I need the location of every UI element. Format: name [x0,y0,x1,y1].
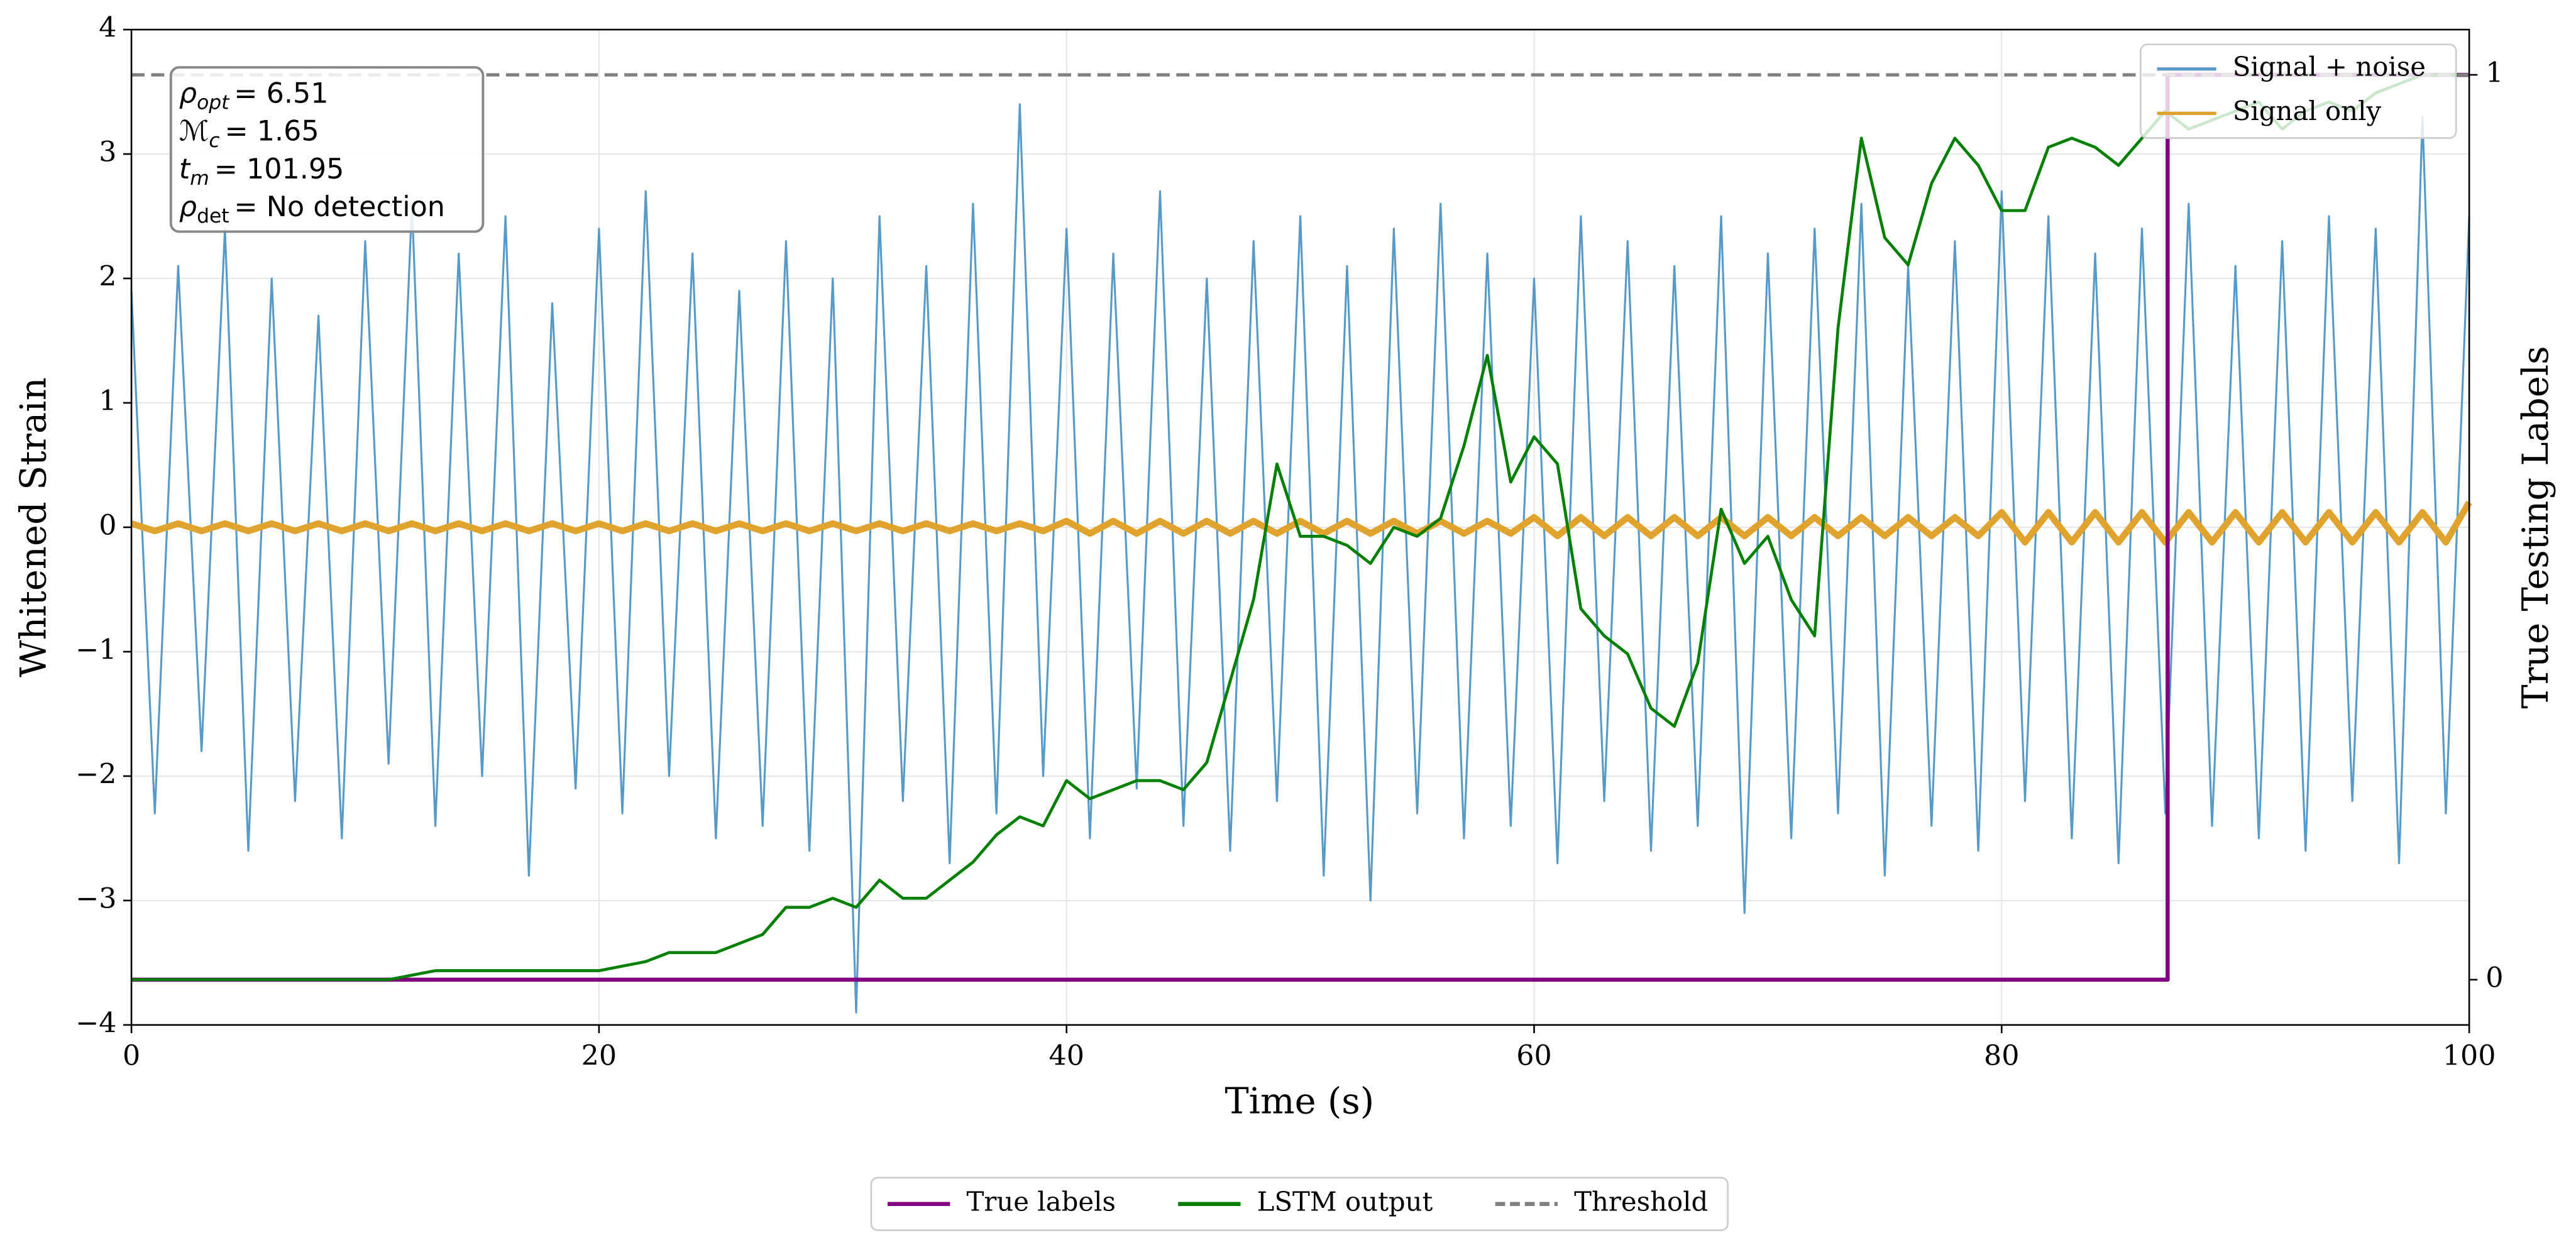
annotation-line: ℳc = 1.65 [179,116,319,152]
y2-tick-label: 0 [2485,962,2503,994]
series-line [130,103,2470,1014]
legend-box [2140,43,2457,139]
annotation-value: = 1.65 [224,116,319,148]
legend-label: Signal + noise [2233,51,2426,82]
y-tick-label: −4 [75,1007,116,1039]
x-axis-label: Time (s) [1225,1080,1374,1122]
y2-tick-label: 1 [2485,57,2503,89]
series-line [130,500,2472,546]
annotation-value: = 6.51 [234,78,328,110]
annotation-line: tm = 101.95 [179,153,344,190]
annotation-subscript: det [197,205,229,228]
annotation-value: = No detection [234,191,445,223]
y2-axis-label: True Testing Labels [2514,346,2557,708]
annotation-subscript: c [209,129,219,152]
y-tick-label: 0 [99,509,116,541]
y-tick-label: −2 [75,758,116,790]
x-tick-label: 20 [581,1040,617,1072]
series-line [131,73,2470,982]
bottom-legend: True labels LSTM output Threshold [870,1176,1729,1231]
annotation-subscript: m [190,167,209,190]
annotation-box [169,66,485,233]
y-tick-label: 4 [99,12,116,44]
legend-label: Threshold [1574,1186,1708,1217]
legend-label: Signal only [2233,96,2382,126]
y-tick-label: 1 [99,385,116,417]
x-tick-label: 40 [1049,1040,1084,1072]
y-tick-label: 3 [99,136,116,168]
x-tick-label: 0 [123,1040,140,1072]
x-tick-label: 80 [1984,1040,2020,1072]
annotation-symbol: t [179,153,191,185]
y-tick-label: −1 [75,633,116,666]
annotation-subscript: opt [197,92,230,114]
annotation-value: = 101.95 [214,153,344,185]
x-tick-label: 60 [1516,1040,1552,1072]
annotation-symbol: ρ [179,191,197,223]
legend-label: True labels [967,1186,1116,1217]
x-tick-label: 100 [2443,1040,2496,1072]
annotation-symbol: ℳ [179,116,209,148]
annotation-line: ρopt = 6.51 [179,78,329,114]
annotation-symbol: ρ [179,78,197,110]
legend-box [870,1176,1729,1231]
y-axis-label: Whitened Strain [13,377,55,677]
annotation-line: ρdet = No detection [179,191,445,228]
y-tick-label: −3 [75,882,116,914]
y-tick-label: 2 [99,261,116,293]
legend-label: LSTM output [1257,1186,1433,1217]
